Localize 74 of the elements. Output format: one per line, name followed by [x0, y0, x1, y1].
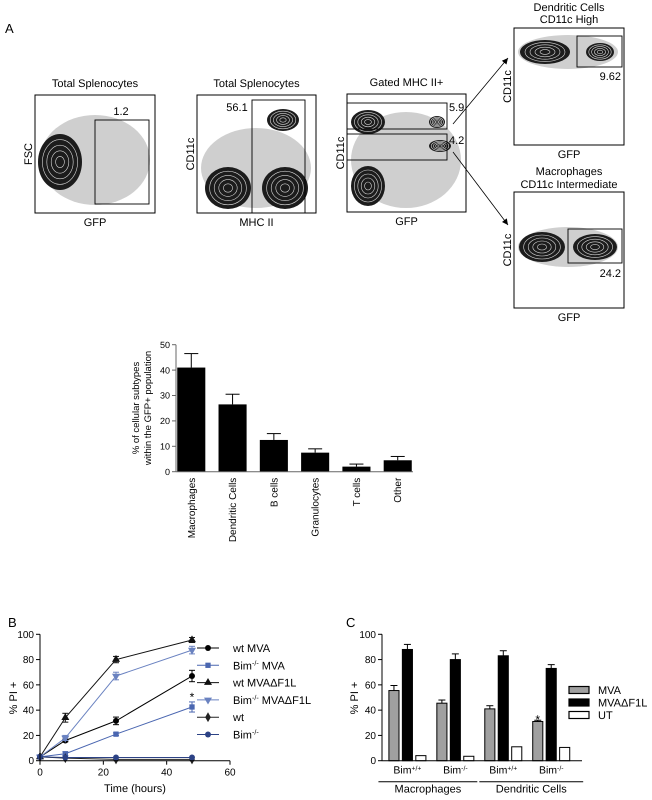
legend-label: Bim$^{-/-}$ [233, 728, 260, 742]
text: 1.2 [113, 106, 129, 118]
y-tick-label: 10 [160, 441, 170, 452]
text: GFP [84, 217, 106, 229]
y-tick-label: 40 [364, 706, 376, 717]
x-tick-label: Granulocytes [310, 478, 322, 537]
legend-label: MVA [598, 685, 622, 697]
text: GFP [558, 312, 580, 324]
text: Macrophages [394, 784, 462, 796]
text: Macrophages [536, 166, 603, 178]
y-tick-label: 60 [364, 680, 376, 692]
x-tick-label: 0 [37, 768, 44, 779]
y-axis-title: % PI + [349, 682, 361, 714]
legend-label: Bim$^{-/-}$ MVAΔF1L [233, 694, 312, 707]
text: CD11c Intermediate [520, 179, 618, 191]
text: B [8, 615, 17, 630]
text: Gated MHC II+ [370, 77, 444, 89]
text: Total Splenocytes [213, 78, 300, 90]
y-tick-label: 0 [28, 756, 34, 768]
text: 24.2 [600, 268, 621, 280]
legend-label: MVAΔF1L [598, 698, 648, 710]
y-tick-label: 20 [160, 416, 170, 426]
text: 5.9 [449, 102, 464, 114]
y-tick-label: 100 [359, 630, 376, 641]
legend-label: wt MVAΔF1L [232, 678, 296, 690]
x-tick-label: Bim$^{-/-}$ [443, 764, 468, 777]
text: 4.2 [449, 135, 464, 147]
text: Dendritic Cells [534, 2, 605, 14]
y-tick-label: 100 [17, 630, 34, 641]
legend-label: UT [598, 710, 613, 722]
y-tick-label: 80 [364, 655, 376, 666]
x-tick-label: Bim$^{+/+}$ [393, 764, 422, 777]
y-tick-label: 50 [160, 340, 170, 350]
x-tick-label: B cells [269, 478, 280, 508]
text: 9.62 [600, 71, 621, 83]
x-tick-label: Dendritic Cells [228, 478, 240, 542]
y-tick-label: 30 [160, 390, 170, 401]
text: 56.1 [226, 102, 248, 114]
y-tick-label: 20 [22, 730, 34, 742]
text: Total Splenocytes [52, 78, 139, 90]
x-tick-label: Bim$^{-/-}$ [538, 764, 564, 777]
legend-label: wt MVA [232, 643, 271, 655]
text: CD11c [185, 137, 197, 170]
x-tick-label: 60 [224, 768, 236, 779]
x-tick-label: 20 [98, 768, 110, 779]
y-tick-label: 40 [160, 365, 170, 376]
y-tick-label: 0 [164, 466, 170, 477]
text: CD11c [502, 233, 514, 266]
text: GFP [558, 149, 580, 161]
y-tick-label: 40 [22, 706, 34, 717]
text: Dendritic Cells [496, 784, 568, 796]
y-tick-label: 0 [370, 756, 376, 768]
text: GFP [395, 216, 418, 228]
legend-label: Bim$^{-/-}$ MVA [233, 659, 286, 672]
x-tick-label: Other [393, 477, 404, 503]
x-tick-label: Bim$^{+/+}$ [489, 764, 518, 777]
x-tick-label: T cells [352, 478, 363, 506]
text: MHC II [239, 217, 274, 229]
text: C [346, 615, 356, 630]
y-tick-label: 80 [22, 655, 34, 666]
legend-label: wt [232, 712, 244, 724]
x-tick-label: Macrophages [186, 478, 198, 538]
text: A [5, 21, 14, 36]
text: CD11c [335, 136, 347, 170]
annotation: * [190, 690, 195, 704]
y-axis-title: % of cellular subtypes within the GFP+ population [131, 350, 154, 466]
y-tick-label: 60 [22, 680, 34, 692]
x-axis-title: Time (hours) [104, 783, 166, 795]
annotation: * [535, 712, 540, 726]
y-tick-label: 20 [364, 730, 376, 742]
y-axis-title: % PI + [8, 682, 20, 714]
text: CD11c High [540, 14, 598, 26]
text: CD11c [502, 70, 514, 103]
text: FSC [23, 142, 35, 165]
